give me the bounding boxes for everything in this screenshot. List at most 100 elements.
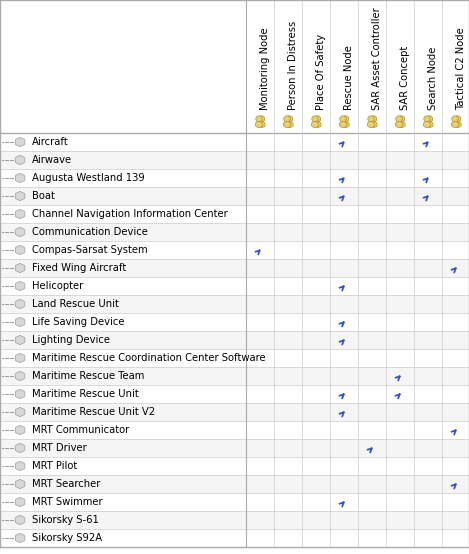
Bar — [0, 295, 469, 313]
Polygon shape — [15, 317, 25, 327]
Polygon shape — [15, 371, 25, 381]
Bar — [0, 331, 469, 349]
Circle shape — [454, 116, 461, 122]
Ellipse shape — [395, 121, 403, 127]
Circle shape — [284, 116, 290, 122]
Bar — [0, 457, 469, 475]
Bar — [0, 475, 469, 493]
Ellipse shape — [370, 121, 377, 127]
Bar — [0, 493, 469, 511]
Circle shape — [371, 116, 377, 122]
Bar — [0, 151, 469, 169]
Circle shape — [340, 116, 346, 122]
Text: Maritime Rescue Coordination Center Software: Maritime Rescue Coordination Center Soft… — [32, 353, 265, 363]
Polygon shape — [15, 173, 25, 183]
Bar — [0, 349, 469, 367]
Bar — [0, 529, 469, 547]
Circle shape — [258, 116, 265, 122]
Polygon shape — [15, 245, 25, 255]
Ellipse shape — [426, 121, 433, 127]
Ellipse shape — [314, 121, 321, 127]
Circle shape — [396, 116, 402, 122]
Polygon shape — [15, 209, 25, 219]
Bar — [0, 259, 469, 277]
Polygon shape — [15, 353, 25, 363]
Text: Airwave: Airwave — [32, 155, 72, 165]
Polygon shape — [15, 425, 25, 435]
Text: MRT Pilot: MRT Pilot — [32, 461, 77, 471]
Text: Land Rescue Unit: Land Rescue Unit — [32, 299, 119, 309]
Ellipse shape — [255, 121, 263, 127]
Text: Place Of Safety: Place Of Safety — [316, 34, 326, 110]
Text: MRT Communicator: MRT Communicator — [32, 425, 129, 435]
Ellipse shape — [286, 121, 293, 127]
Bar — [0, 223, 469, 241]
Ellipse shape — [342, 121, 349, 127]
Ellipse shape — [454, 121, 461, 127]
Bar — [0, 133, 469, 151]
Polygon shape — [15, 335, 25, 345]
Bar — [0, 205, 469, 223]
Polygon shape — [15, 407, 25, 417]
Bar — [0, 403, 469, 421]
Circle shape — [256, 116, 262, 122]
Polygon shape — [15, 155, 25, 165]
Circle shape — [398, 116, 405, 122]
Polygon shape — [15, 479, 25, 489]
Text: Communication Device: Communication Device — [32, 227, 148, 237]
Text: Augusta Westland 139: Augusta Westland 139 — [32, 173, 145, 183]
Text: Fixed Wing Aircraft: Fixed Wing Aircraft — [32, 263, 126, 273]
Text: Boat: Boat — [32, 191, 55, 201]
Text: Maritime Rescue Team: Maritime Rescue Team — [32, 371, 144, 381]
Text: Search Node: Search Node — [428, 47, 438, 110]
Text: Rescue Node: Rescue Node — [344, 45, 354, 110]
Text: Person In Distress: Person In Distress — [288, 20, 298, 110]
Polygon shape — [15, 443, 25, 453]
Ellipse shape — [423, 121, 431, 127]
Polygon shape — [15, 497, 25, 507]
Ellipse shape — [258, 121, 265, 127]
Circle shape — [342, 116, 348, 122]
Ellipse shape — [367, 121, 375, 127]
Bar — [0, 439, 469, 457]
Text: SAR Asset Controller: SAR Asset Controller — [372, 7, 382, 110]
Bar — [0, 277, 469, 295]
Circle shape — [314, 116, 321, 122]
Text: Sikorsky S-61: Sikorsky S-61 — [32, 515, 99, 525]
Polygon shape — [15, 515, 25, 525]
Bar — [0, 385, 469, 403]
Ellipse shape — [451, 121, 459, 127]
Polygon shape — [15, 227, 25, 237]
Circle shape — [312, 116, 318, 122]
Circle shape — [424, 116, 430, 122]
Text: SAR Concept: SAR Concept — [400, 46, 410, 110]
Circle shape — [286, 116, 293, 122]
Text: Life Saving Device: Life Saving Device — [32, 317, 124, 327]
Text: MRT Swimmer: MRT Swimmer — [32, 497, 103, 507]
Text: Maritime Rescue Unit V2: Maritime Rescue Unit V2 — [32, 407, 155, 417]
Polygon shape — [15, 461, 25, 471]
Text: Lighting Device: Lighting Device — [32, 335, 110, 345]
Polygon shape — [15, 137, 25, 147]
Text: Channel Navigation Information Center: Channel Navigation Information Center — [32, 209, 228, 219]
Text: Aircraft: Aircraft — [32, 137, 69, 147]
Text: Tactical C2 Node: Tactical C2 Node — [456, 27, 466, 110]
Bar — [0, 187, 469, 205]
Bar — [0, 313, 469, 331]
Text: Helicopter: Helicopter — [32, 281, 83, 291]
Bar — [0, 421, 469, 439]
Text: MRT Searcher: MRT Searcher — [32, 479, 100, 489]
Polygon shape — [15, 389, 25, 399]
Text: Sikorsky S92A: Sikorsky S92A — [32, 533, 102, 543]
Circle shape — [368, 116, 374, 122]
Text: Compas-Sarsat System: Compas-Sarsat System — [32, 245, 148, 255]
Bar — [0, 169, 469, 187]
Text: Maritime Rescue Unit: Maritime Rescue Unit — [32, 389, 139, 399]
Text: MRT Driver: MRT Driver — [32, 443, 87, 453]
Bar — [0, 511, 469, 529]
Circle shape — [426, 116, 433, 122]
Text: Monitoring Node: Monitoring Node — [260, 27, 270, 110]
Bar — [0, 241, 469, 259]
Ellipse shape — [311, 121, 319, 127]
Polygon shape — [15, 299, 25, 309]
